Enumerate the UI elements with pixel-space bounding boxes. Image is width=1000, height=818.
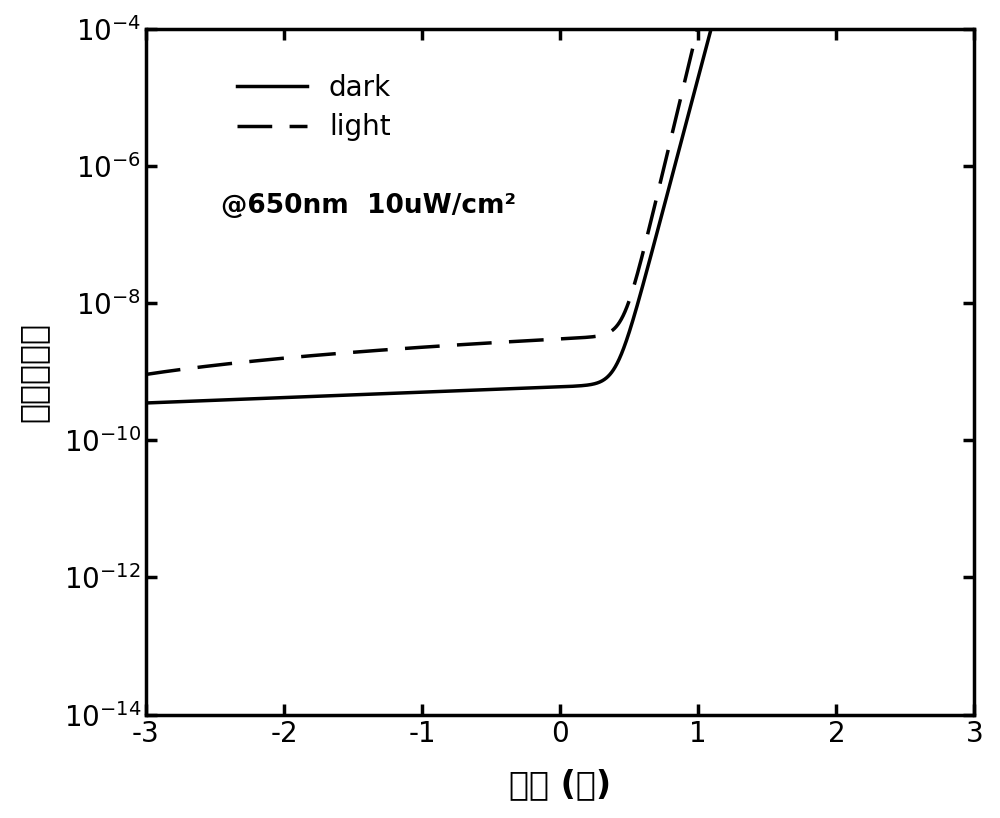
- dark: [679, 124, 691, 133]
- dark: [290, 392, 302, 402]
- Text: @650nm  10uW/cm²: @650nm 10uW/cm²: [221, 193, 516, 219]
- dark: [140, 398, 152, 408]
- Line: dark: dark: [146, 0, 974, 403]
- light: [140, 370, 152, 380]
- light: [679, 76, 691, 86]
- Line: light: light: [146, 0, 974, 375]
- light: [457, 339, 469, 349]
- X-axis label: 电压 (伏): 电压 (伏): [509, 768, 611, 802]
- dark: [457, 386, 469, 396]
- Y-axis label: 电流（安）: 电流（安）: [17, 321, 50, 421]
- dark: [637, 281, 649, 290]
- light: [637, 249, 649, 258]
- Legend: dark, light: dark, light: [226, 63, 402, 152]
- light: [290, 352, 302, 362]
